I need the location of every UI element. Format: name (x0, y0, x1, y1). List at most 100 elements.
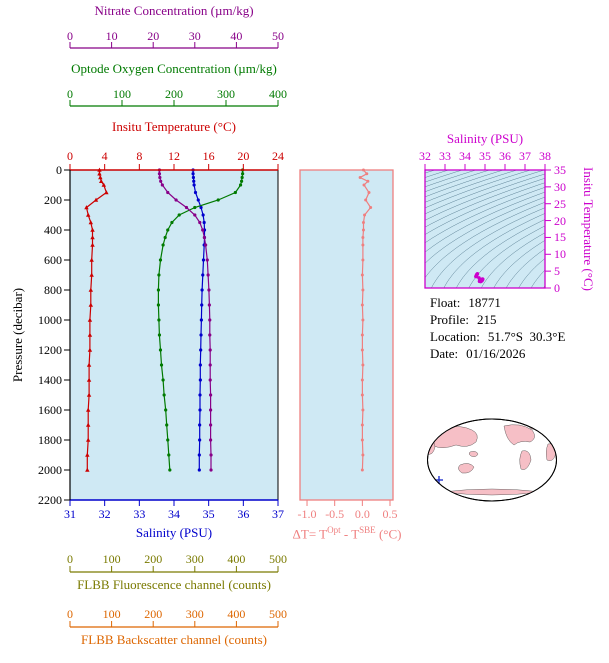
nitrate-tick-label: 10 (105, 29, 118, 43)
temperature-marker (99, 178, 104, 184)
salinity-marker (198, 438, 202, 442)
temperature-marker (86, 362, 92, 367)
temperature-marker (89, 257, 94, 262)
oxygen-marker (240, 175, 244, 180)
ts-salinity-tick-label: 35 (479, 149, 491, 163)
temperature-marker (84, 205, 89, 210)
salinity-marker (201, 273, 205, 277)
ts-temperature-tick-label: 35 (554, 163, 566, 177)
ts-salinity-axis-title: Salinity (PSU) (446, 131, 524, 146)
location-label: Location: (430, 329, 480, 344)
nitrate-marker (209, 423, 213, 427)
nitrate-marker (193, 213, 197, 217)
delta-t-marker (361, 453, 365, 457)
oxygen-marker (158, 348, 163, 352)
oxygen-marker (240, 179, 244, 183)
ts-temperature-tick-label: 20 (554, 213, 566, 228)
oxygen-marker (163, 235, 167, 240)
salinity-tick-label: 33 (133, 507, 146, 521)
nitrate-axis-title: Nitrate Concentration (µm/kg) (94, 3, 254, 18)
salinity-profile-line (192, 170, 206, 470)
oxygen-marker (162, 393, 166, 397)
salinity-marker (199, 348, 203, 352)
salinity-tick-label: 37 (272, 507, 284, 521)
pressure-tick-label: 2000 (38, 463, 62, 477)
fluorescence-tick-label: 100 (102, 552, 121, 566)
profile-value: 215 (477, 312, 497, 327)
temperature-marker (88, 287, 93, 292)
salinity-marker (199, 318, 203, 322)
temperature-marker (86, 422, 91, 427)
delta-panel-frame (299, 169, 394, 501)
map-south-america (519, 450, 532, 470)
salinity-marker (193, 190, 198, 195)
delta-t-marker (364, 198, 368, 202)
delta-t-marker (360, 273, 364, 277)
delta-t-marker (361, 408, 365, 412)
nitrate-marker (209, 438, 213, 442)
delta-label-sup-opt: Opt (327, 525, 341, 535)
nitrate-marker (209, 453, 213, 457)
fluorescence-tick-label: 0 (67, 552, 73, 566)
oxygen-marker (157, 318, 161, 322)
oxygen-marker (157, 333, 162, 337)
salinity-tick-label: 36 (237, 507, 250, 521)
temperature-marker (86, 392, 92, 397)
salinity-marker (200, 303, 204, 307)
delta-t-marker (360, 423, 364, 427)
nitrate-marker (158, 175, 162, 180)
map-indonesia (469, 451, 479, 457)
temperature-tick-label: 20 (237, 149, 250, 163)
salinity-tick-label: 34 (168, 507, 180, 521)
nitrate-tick-label: 0 (67, 29, 73, 43)
nitrate-tick-label: 20 (147, 29, 160, 43)
oxygen-marker (170, 220, 174, 225)
ts-salinity-tick-label: 38 (539, 149, 551, 163)
oxygen-tick-label: 400 (269, 87, 287, 101)
ts-salinity-tick-label: 34 (459, 149, 471, 163)
date-value: 01/16/2026 (466, 346, 526, 361)
temperature-tick-label: 12 (168, 149, 180, 163)
delta-t-tick-label: 0.5 (382, 507, 398, 521)
delta-t-marker (361, 318, 365, 322)
delta-t-axis-label: ΔT= TOpt - TSBE (°C) (293, 525, 402, 542)
nitrate-marker (198, 220, 202, 225)
oxygen-marker (193, 205, 197, 210)
nitrate-marker (206, 273, 210, 277)
temperature-marker (88, 302, 93, 307)
oxygen-marker (216, 198, 220, 202)
ts-temperature-tick-label: 0 (554, 281, 560, 295)
temperature-marker (104, 190, 109, 195)
pressure-tick-label: 2200 (38, 493, 62, 507)
nitrate-marker (201, 228, 205, 232)
delta-t-marker (361, 258, 365, 262)
world-map (427, 418, 557, 502)
pressure-tick-label: 1000 (38, 313, 62, 327)
temperature-marker (86, 407, 91, 412)
salinity-marker (199, 333, 203, 337)
backscatter-tick-label: 100 (102, 607, 121, 621)
nitrate-marker (208, 333, 212, 337)
nitrate-marker (205, 258, 209, 262)
oxygen-marker (177, 213, 181, 217)
nitrate-marker (174, 198, 178, 202)
salinity-marker (199, 205, 203, 210)
delta-label-sup-sbe: SBE (359, 525, 376, 535)
pressure-tick-label: 1600 (38, 403, 62, 417)
ts-temperature-axis-title: Insitu Temperature (°C) (581, 167, 597, 291)
ts-point (477, 279, 482, 284)
pressure-tick-label: 1400 (38, 373, 62, 387)
delta-t-marker (367, 191, 371, 194)
nitrate-marker (209, 393, 213, 397)
pressure-tick-label: 1800 (38, 433, 62, 447)
nitrate-tick-label: 50 (272, 29, 284, 43)
temperature-tick-label: 0 (67, 149, 73, 163)
nitrate-profile-line (158, 170, 212, 470)
salinity-tick-label: 32 (98, 507, 111, 521)
oxygen-marker (159, 363, 164, 367)
oxygen-marker (166, 438, 170, 442)
oxygen-marker (158, 258, 163, 262)
nitrate-marker (209, 408, 213, 412)
